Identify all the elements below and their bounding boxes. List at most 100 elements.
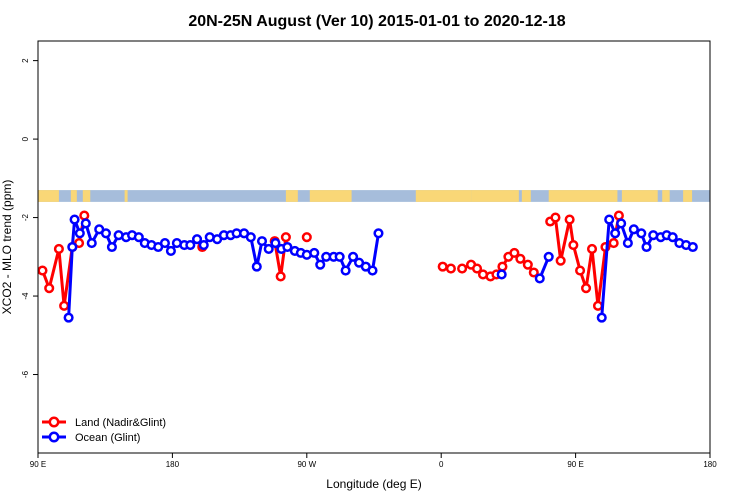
ocean-point <box>106 241 117 253</box>
map-band-land <box>285 190 298 202</box>
land-point <box>445 263 456 274</box>
ocean-point <box>641 241 652 253</box>
axes: 90 E 180 90 W 0 90 E 180 2 0 -2 -4 -6 <box>21 58 717 469</box>
x-tick-label: 0 <box>439 460 444 469</box>
land-point <box>608 238 619 249</box>
land-point <box>522 259 533 270</box>
ocean-point <box>687 241 698 253</box>
land-point <box>59 300 70 311</box>
ocean-point <box>282 241 293 253</box>
land-point <box>437 261 448 272</box>
map-band-land <box>70 190 77 202</box>
land-point <box>592 300 604 311</box>
ocean-point <box>133 232 144 243</box>
map-band-land <box>548 190 618 202</box>
ocean-point <box>256 236 268 247</box>
x-tick-label: 90 E <box>30 460 46 469</box>
land-point <box>509 247 520 258</box>
land-point <box>53 243 64 255</box>
series-layer <box>37 210 698 323</box>
chart-title: 20N-25N August (Ver 10) 2015-01-01 to 20… <box>188 13 565 30</box>
y-tick-label: -2 <box>21 213 30 221</box>
ocean-point <box>263 243 274 255</box>
ocean-point <box>251 261 262 272</box>
map-band <box>38 190 710 202</box>
map-band-land <box>82 190 91 202</box>
ocean-point <box>191 234 203 245</box>
ocean-point <box>596 312 607 323</box>
land-point <box>528 267 539 278</box>
land-point <box>301 232 312 243</box>
land-point <box>79 210 90 221</box>
land-point <box>581 283 592 294</box>
land-point <box>471 263 483 274</box>
legend: Land (Nadir&Glint) Ocean (Glint) <box>42 416 166 444</box>
ocean-point <box>67 241 78 253</box>
series-ocean <box>63 214 698 323</box>
map-band-land <box>415 190 472 202</box>
x-axis-label: Longitude (deg E) <box>326 477 421 491</box>
y-axis-label: XCO2 - MLO trend (ppm) <box>0 180 14 315</box>
ocean-point <box>534 273 545 284</box>
ocean-point <box>667 232 678 243</box>
ocean-point <box>245 232 256 243</box>
ocean-point <box>622 238 633 249</box>
ocean-point <box>270 238 281 249</box>
land-point <box>550 212 561 223</box>
ocean-point <box>334 251 345 262</box>
ocean-point <box>309 247 320 258</box>
ocean-point <box>159 238 170 249</box>
map-band-land <box>521 190 531 202</box>
ocean-point <box>63 312 74 323</box>
ocean-point <box>628 224 639 235</box>
map-band-land <box>621 190 658 202</box>
land-point <box>613 210 624 221</box>
ocean-point <box>367 265 378 276</box>
y-tick-label: -4 <box>21 292 30 300</box>
map-band-land <box>471 190 519 202</box>
ocean-point <box>543 251 554 262</box>
land-point <box>497 261 508 272</box>
ocean-point <box>373 228 384 239</box>
ocean-point <box>80 218 91 229</box>
x-tick-label: 90 E <box>567 460 583 469</box>
map-band-land <box>309 190 352 202</box>
ocean-point <box>340 265 351 276</box>
land-point <box>44 283 55 294</box>
land-point <box>37 265 48 276</box>
ocean-point <box>198 239 209 251</box>
ocean-point <box>74 228 85 239</box>
map-band-land <box>38 190 59 202</box>
y-tick-label: 0 <box>21 136 30 141</box>
map-band-land <box>662 190 670 202</box>
legend-ocean-label: Ocean (Glint) <box>75 432 140 444</box>
ocean-point <box>165 245 176 256</box>
ocean-point <box>604 214 615 225</box>
land-point <box>575 265 586 276</box>
ocean-point <box>610 228 621 239</box>
map-band-land <box>683 190 693 202</box>
land-point <box>586 243 598 255</box>
x-tick-label: 180 <box>703 460 717 469</box>
plot-frame <box>37 40 711 454</box>
ocean-point <box>636 228 647 239</box>
map-band-ocean <box>38 190 710 202</box>
land-point <box>457 263 468 274</box>
y-tick-label: -6 <box>21 370 30 378</box>
ocean-point <box>315 259 326 270</box>
x-tick-label: 180 <box>166 460 180 469</box>
ocean-point <box>100 228 111 239</box>
legend-land-label: Land (Nadir&Glint) <box>75 417 166 429</box>
ocean-point <box>69 214 80 225</box>
land-point <box>568 239 579 251</box>
land-point <box>555 255 566 266</box>
land-point <box>280 232 291 243</box>
y-tick-label: 2 <box>21 58 30 63</box>
land-point <box>515 253 526 264</box>
ocean-point <box>496 269 507 280</box>
map-band-land <box>124 190 128 202</box>
ocean-point <box>185 239 196 251</box>
ocean-point <box>348 251 359 262</box>
legend-ocean-marker <box>48 431 60 443</box>
